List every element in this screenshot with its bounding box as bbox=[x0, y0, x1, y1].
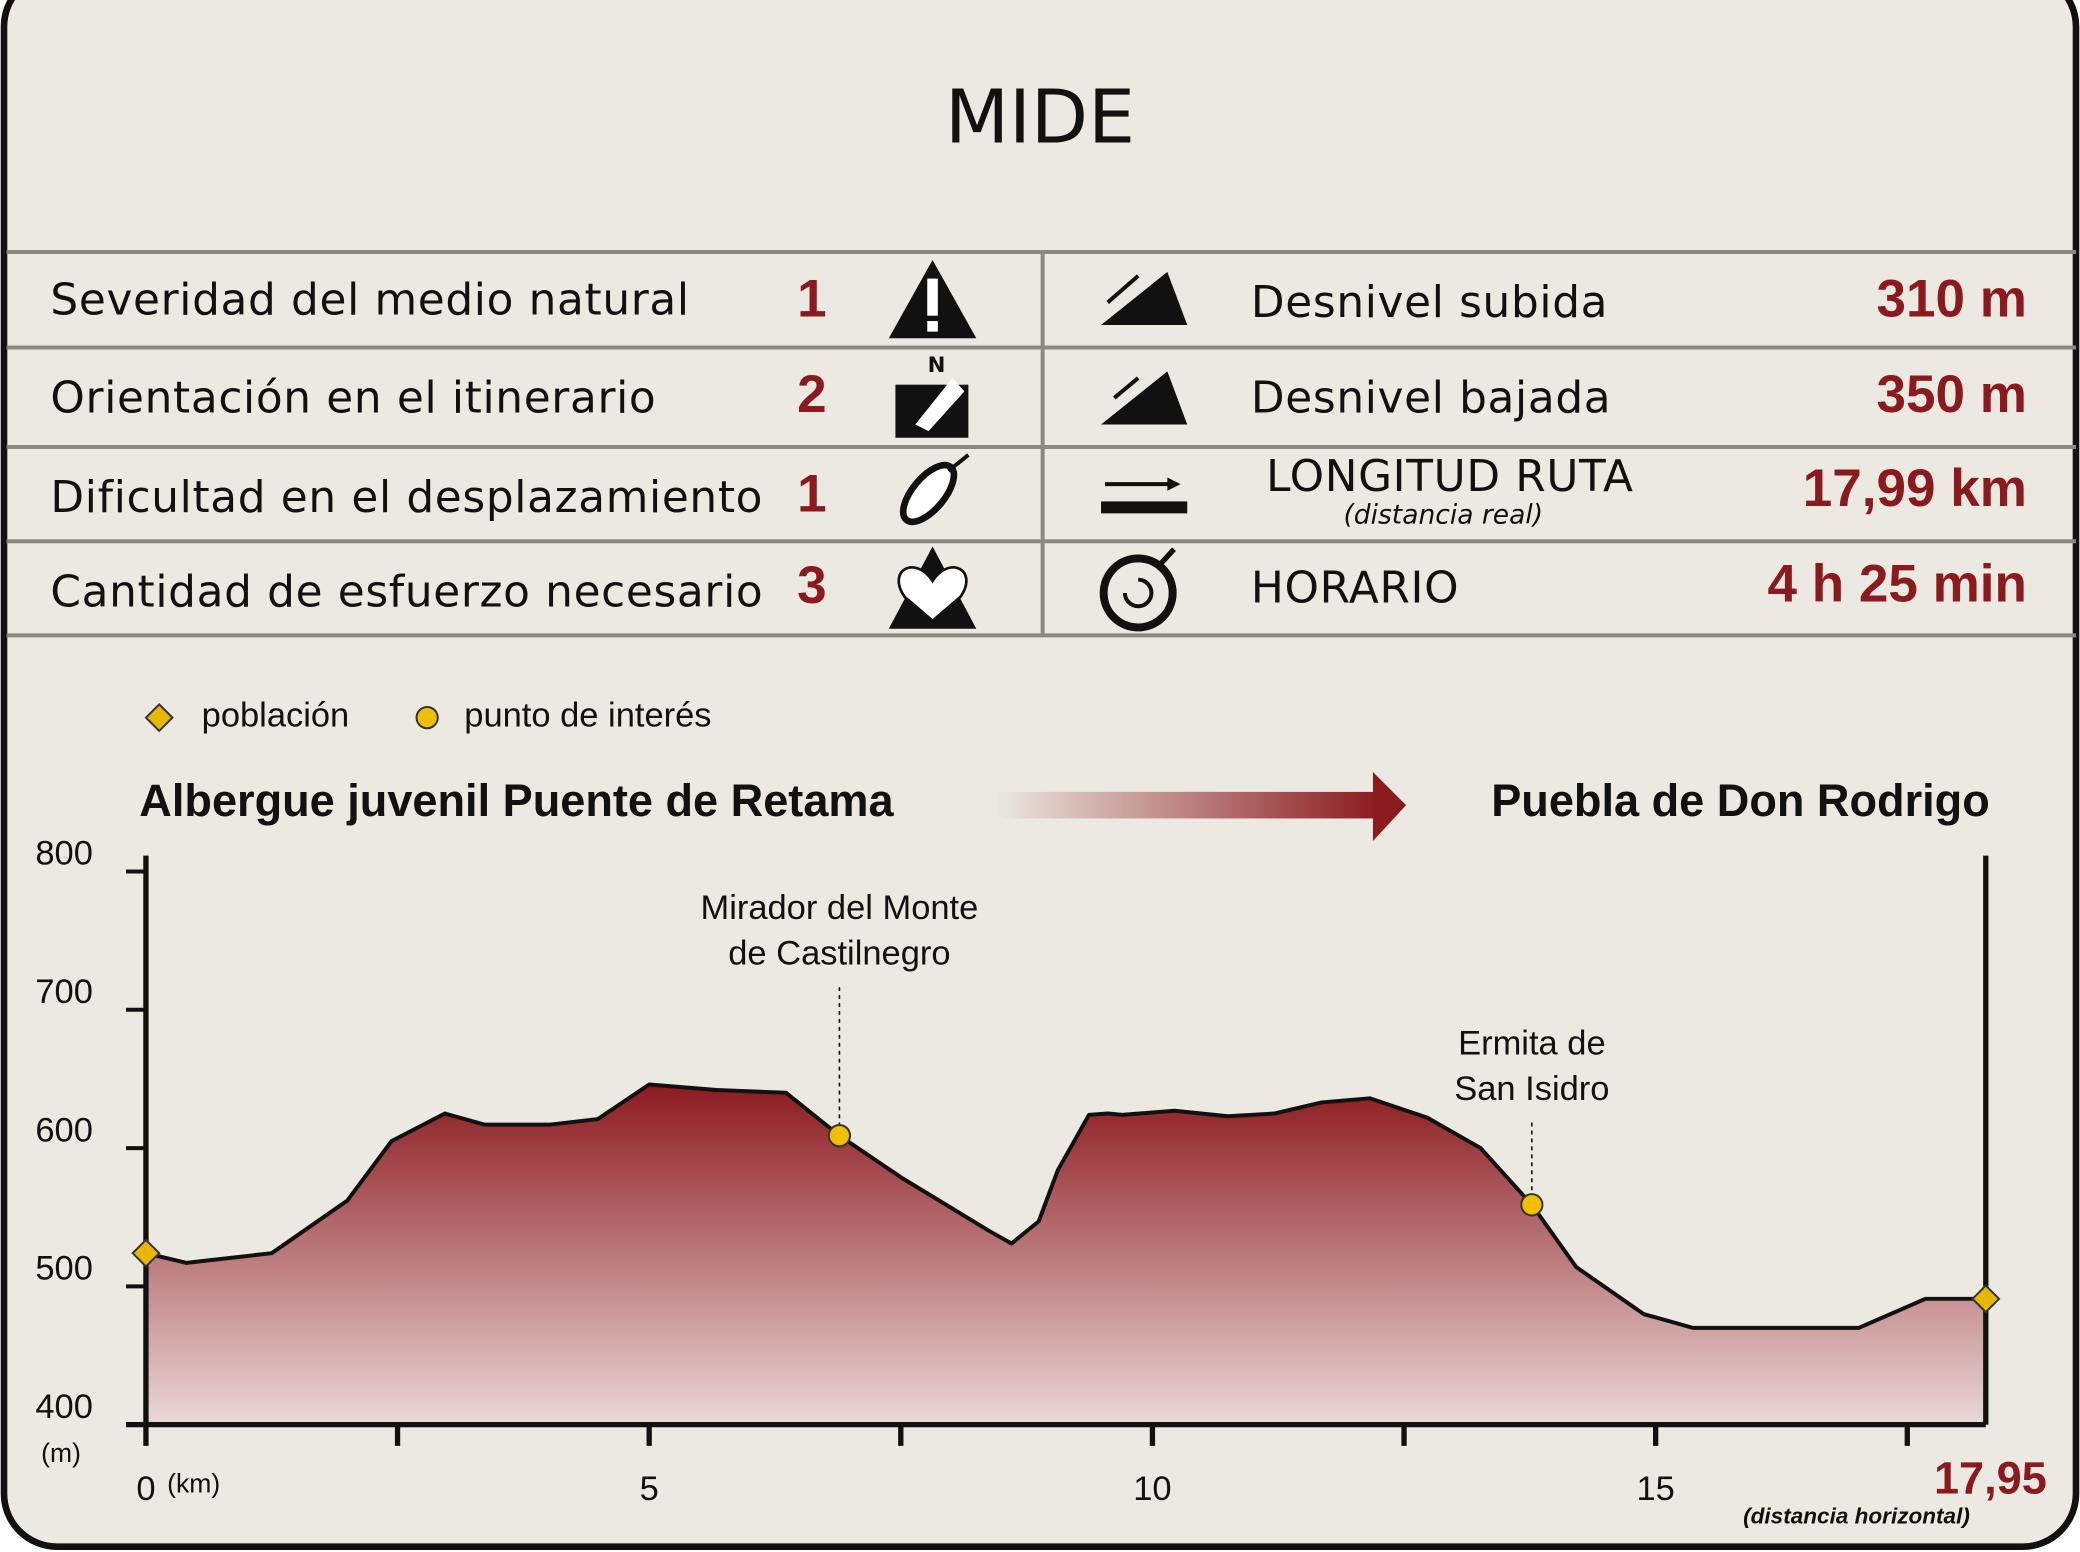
end-note: (distancia horizontal) bbox=[1743, 1503, 1970, 1528]
x-tick-label: 5 bbox=[640, 1470, 659, 1508]
y-tick-label: 800 bbox=[35, 835, 93, 873]
area bbox=[145, 1084, 1986, 1425]
route-start: Albergue juvenil Puente de Retama bbox=[139, 775, 894, 826]
route-arrow bbox=[994, 791, 1380, 819]
y-axis-label: (m) bbox=[41, 1438, 81, 1468]
mide-value: 1 bbox=[797, 464, 827, 523]
svg-text:N: N bbox=[928, 353, 946, 378]
legend: población punto de interés bbox=[144, 697, 712, 735]
profile-line bbox=[145, 1082, 1986, 1330]
legend-text: punto de interés bbox=[464, 697, 711, 735]
stat-value: 310 m bbox=[1876, 269, 2026, 328]
annotation: Ermita de bbox=[1458, 1025, 1606, 1063]
poi-marker bbox=[827, 1124, 852, 1148]
y-tick-label: 400 bbox=[35, 1388, 93, 1426]
annotation: Mirador del Monte bbox=[701, 889, 979, 927]
stat-label: Desnivel subida bbox=[1251, 277, 1608, 328]
mide-label: Orientación en el itinerario bbox=[50, 373, 656, 424]
legend-text: población bbox=[202, 697, 350, 735]
route-end: Puebla de Don Rodrigo bbox=[1491, 775, 1990, 826]
stat-label: HORARIO bbox=[1251, 562, 1459, 613]
stat-value: 4 h 25 min bbox=[1767, 555, 2026, 614]
stat-label: LONGITUD RUTA bbox=[1266, 451, 1634, 502]
route-arrow-head bbox=[1372, 772, 1407, 841]
mide-label: Cantidad de esfuerzo necesario bbox=[50, 566, 763, 617]
mide-value: 3 bbox=[797, 556, 827, 615]
mide-label: Severidad del medio natural bbox=[50, 274, 689, 325]
stat-label: Desnivel bajada bbox=[1251, 373, 1611, 424]
poi-marker bbox=[1520, 1193, 1544, 1217]
x-axis-label: (km) bbox=[167, 1469, 220, 1499]
stat-note: (distancia real) bbox=[1343, 500, 1543, 531]
stat-value: 17,99 km bbox=[1803, 459, 2027, 518]
x-tick-label: 15 bbox=[1636, 1470, 1674, 1508]
y-tick-label: 700 bbox=[35, 973, 93, 1011]
x-tick-label: 10 bbox=[1133, 1470, 1171, 1508]
icons: N bbox=[888, 259, 1188, 632]
end-label: 17,95 bbox=[1934, 1453, 2047, 1504]
y-tick-label: 600 bbox=[35, 1111, 93, 1149]
elevation-chart: 400 500 600 700 800 0 5 10 15 (m) (km) 17,95(distan… bbox=[35, 835, 2046, 1529]
mide-value: 1 bbox=[797, 269, 827, 328]
mide-value: 2 bbox=[797, 365, 827, 424]
mide-table: Severidad del medio natural Orientación … bbox=[6, 250, 2076, 638]
stat-value: 350 m bbox=[1876, 365, 2026, 424]
mide-label: Dificultad en el desplazamiento bbox=[50, 472, 763, 523]
y-tick-label: 500 bbox=[35, 1250, 93, 1288]
town-marker bbox=[131, 1238, 161, 1268]
town-marker bbox=[1971, 1284, 2001, 1314]
x-tick-label: 0 bbox=[136, 1470, 155, 1508]
annotation: de Castilnegro bbox=[728, 934, 950, 972]
annotation: San Isidro bbox=[1454, 1070, 1609, 1108]
title: MIDE bbox=[945, 74, 1135, 161]
